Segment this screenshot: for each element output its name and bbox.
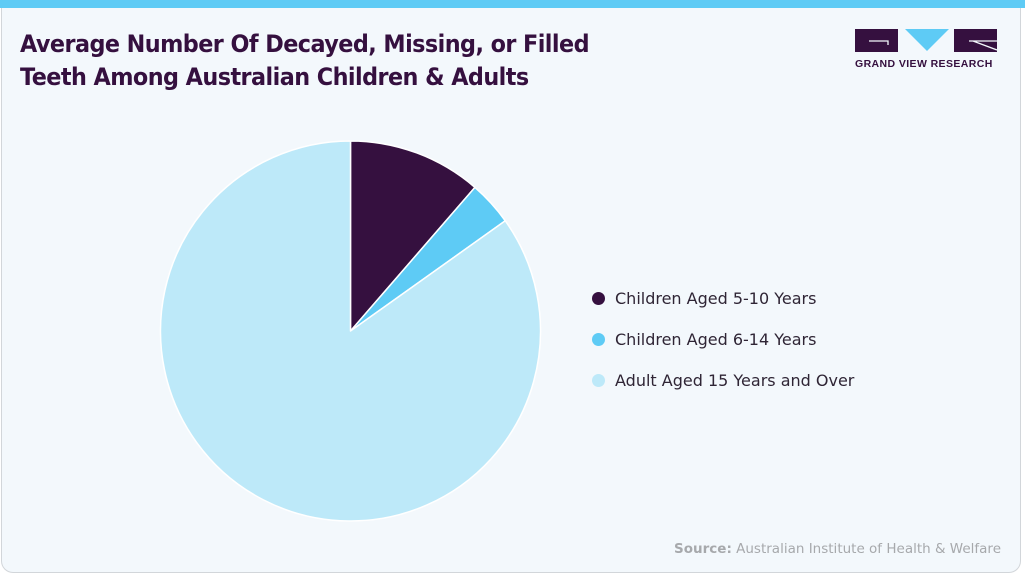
legend: Children Aged 5-10 Years Children Aged 6… — [592, 278, 854, 401]
pie-slice-3 — [159, 140, 542, 522]
legend-item-children-6-14: Children Aged 6-14 Years — [592, 319, 854, 360]
chart-title: Average Number Of Decayed, Missing, or F… — [20, 28, 590, 94]
logo-text: GRAND VIEW RESEARCH — [855, 58, 993, 70]
legend-dot-icon — [592, 292, 605, 305]
title-line-2: Teeth Among Australian Children & Adults — [20, 63, 529, 91]
pie-slice-1 — [349, 140, 476, 332]
legend-dot-icon — [592, 374, 605, 387]
accent-bar — [0, 0, 1025, 8]
title-line-1: Average Number Of Decayed, Missing, or F… — [20, 30, 590, 58]
legend-item-adult-15-plus: Adult Aged 15 Years and Over — [592, 360, 854, 401]
legend-item-children-5-10: Children Aged 5-10 Years — [592, 278, 854, 319]
source-note: Source: Australian Institute of Health &… — [674, 541, 1001, 557]
legend-dot-icon — [592, 333, 605, 346]
grand-view-research-logo-icon — [855, 29, 997, 52]
